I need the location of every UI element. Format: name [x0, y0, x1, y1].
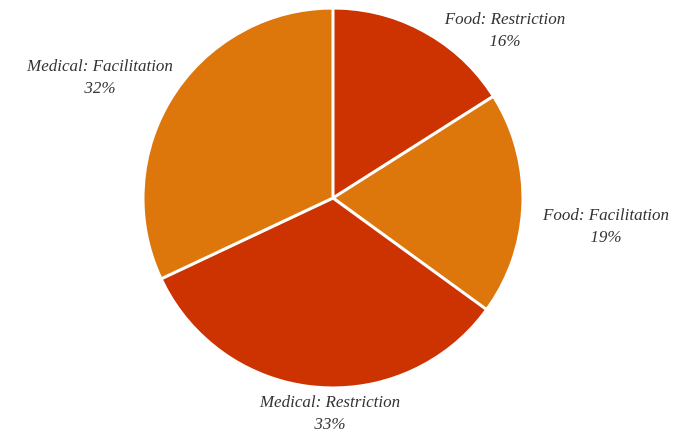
pie-slice — [141, 6, 335, 281]
slice-label: Medical: Restriction — [259, 392, 400, 411]
slice-value-label: 32% — [83, 78, 115, 97]
slice-label: Food: Restriction — [444, 9, 565, 28]
slice-value-label: 33% — [313, 414, 345, 433]
pie-slice — [330, 94, 525, 312]
slice-value-label: 16% — [489, 31, 520, 50]
slice-label: Medical: Facilitation — [26, 56, 173, 75]
slice-value-label: 19% — [590, 227, 621, 246]
slice-label: Food: Facilitation — [542, 205, 669, 224]
pie-slice — [331, 6, 496, 201]
pie-slice — [159, 196, 489, 390]
